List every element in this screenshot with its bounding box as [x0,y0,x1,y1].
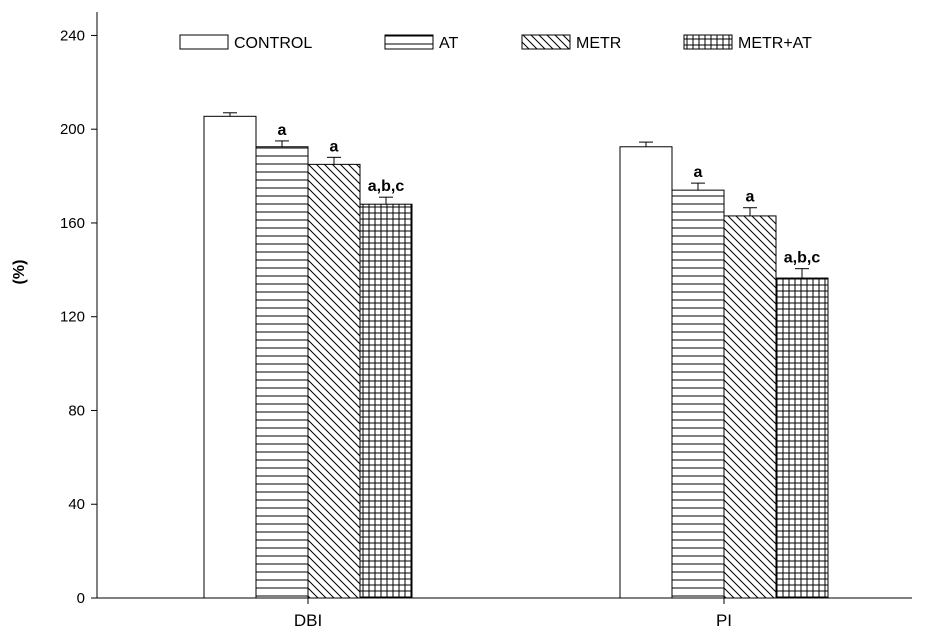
bar-dbi-3 [360,204,412,598]
y-tick-label: 40 [68,496,85,513]
y-tick-label: 120 [60,309,85,326]
legend: CONTROL AT METR METR+AT [180,35,812,52]
legend-label: METR [576,35,621,52]
bar-pi-3 [776,278,828,598]
legend-swatch [180,35,228,49]
y-tick-label: 0 [77,590,85,607]
bar-dbi-1 [256,147,308,598]
legend-swatch [684,35,732,49]
y-tick-label: 160 [60,215,85,232]
legend-swatch [385,35,433,49]
significance-label: a [278,122,287,139]
legend-swatch [522,35,570,49]
legend-label: METR+AT [738,35,812,52]
legend-label: AT [439,35,458,52]
y-tick-label: 240 [60,27,85,44]
bar-pi-1 [672,190,724,598]
bar-pi-2 [724,216,776,598]
bar-dbi-2 [308,164,360,598]
x-tick-label: PI [716,611,732,630]
x-tick-label: DBI [294,611,322,630]
legend-label: CONTROL [234,35,312,52]
y-axis-label: (%) [11,260,28,285]
significance-label: a [330,138,339,155]
significance-label: a,b,c [784,250,821,267]
bars-layer: a a a,b,c a a a,b,c [204,113,828,598]
y-tick-label: 200 [60,121,85,138]
significance-label: a [746,189,755,206]
bar-pi-0 [620,147,672,598]
significance-label: a [694,164,703,181]
y-tick-label: 80 [68,402,85,419]
significance-label: a,b,c [368,178,405,195]
bar-dbi-0 [204,116,256,598]
